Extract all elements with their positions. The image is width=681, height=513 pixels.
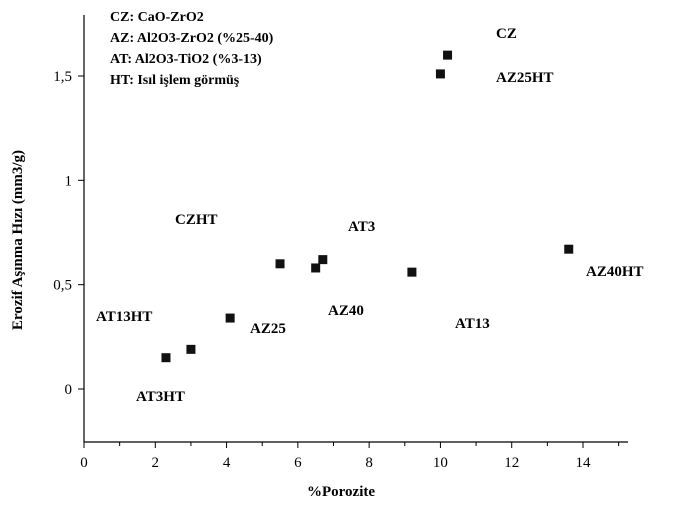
x-tick-label: 0 — [80, 455, 88, 471]
data-point-az40 — [311, 263, 321, 273]
point-label-az40ht: AZ40HT — [586, 264, 644, 280]
point-label-az40: AZ40 — [328, 303, 364, 319]
data-point-az25 — [225, 313, 235, 323]
x-tick-label: 12 — [504, 455, 519, 471]
x-tick-label: 10 — [433, 455, 448, 471]
data-point-at13ht — [186, 344, 196, 354]
data-point-az40ht — [564, 244, 574, 254]
y-axis-title: Erozif Aşınma Hızı (mm3/g) — [10, 150, 26, 330]
x-tick-label: 6 — [294, 455, 302, 471]
y-tick-label: 0,5 — [53, 278, 72, 294]
x-tick-label: 4 — [223, 455, 231, 471]
x-tick-label: 2 — [152, 455, 160, 471]
y-tick-label: 0 — [65, 382, 73, 398]
legend-entry-az: AZ: Al2O3-ZrO2 (%25-40) — [110, 31, 274, 46]
y-ticks: 0 0,5 1 1,5 — [53, 69, 84, 398]
point-label-at13ht: AT13HT — [96, 309, 152, 325]
point-label-az25ht: AZ25HT — [496, 70, 554, 86]
legend-entry-ht: HT: Isıl işlem görmüş — [110, 73, 240, 88]
y-tick-label: 1 — [65, 173, 73, 189]
data-point-az25ht — [435, 69, 445, 79]
data-points — [161, 50, 574, 363]
legend-entry-at: AT: Al2O3-TiO2 (%3-13) — [110, 52, 262, 67]
data-point-czht — [275, 259, 285, 269]
point-label-az25: AZ25 — [250, 321, 286, 337]
data-point-at3 — [318, 255, 328, 265]
data-point-at13 — [407, 267, 417, 277]
axes — [83, 15, 628, 443]
point-label-cz: CZ — [496, 26, 517, 42]
x-ticks: 0 2 4 6 8 10 12 14 — [80, 442, 620, 471]
point-label-at13: AT13 — [455, 316, 490, 332]
data-point-cz — [443, 50, 453, 60]
legend-block: CZ: CaO-ZrO2 AZ: Al2O3-ZrO2 (%25-40) AT:… — [110, 10, 274, 88]
point-label-at3: AT3 — [348, 219, 375, 235]
x-axis-title: %Porozite — [307, 484, 375, 500]
point-label-at3ht: AT3HT — [136, 389, 185, 405]
data-point-at3ht — [161, 353, 171, 363]
legend-entry-cz: CZ: CaO-ZrO2 — [110, 10, 204, 25]
point-label-czht: CZHT — [175, 212, 218, 228]
point-labels: CZ AZ25HT CZHT AT3 AZ40 AT13 AZ40HT AZ25 AT13HT A… — [96, 26, 644, 405]
y-tick-label: 1,5 — [53, 69, 72, 85]
x-tick-label: 14 — [576, 455, 592, 471]
x-tick-label: 8 — [365, 455, 373, 471]
